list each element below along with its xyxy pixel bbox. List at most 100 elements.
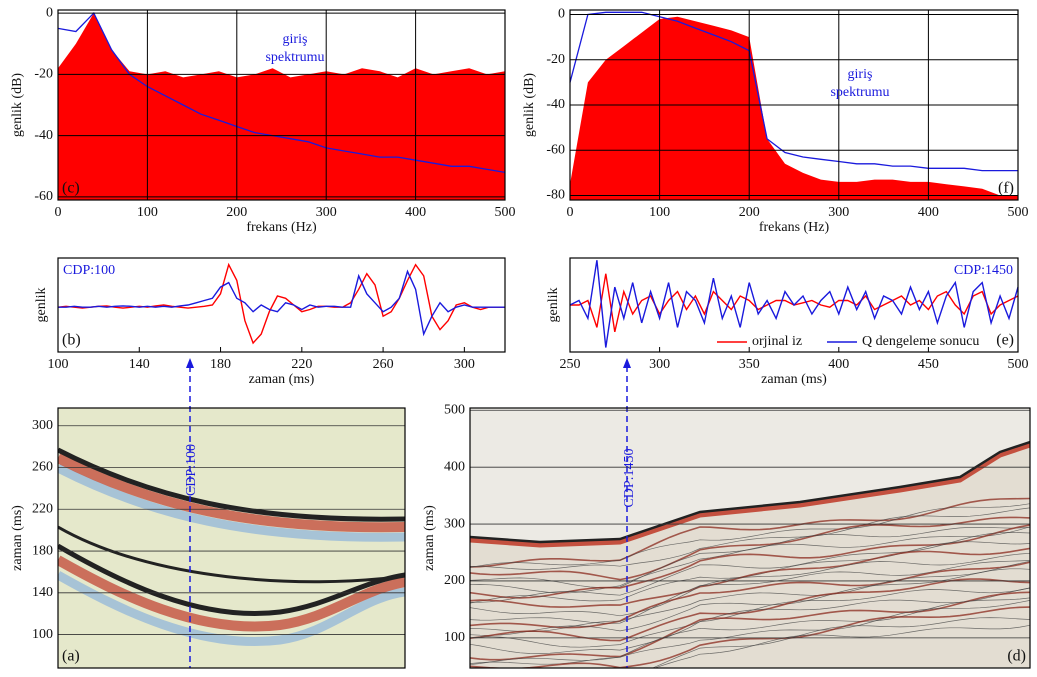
reflector <box>470 560 1030 632</box>
y-tick-label: 300 <box>444 516 465 531</box>
y-tick-label: -20 <box>546 52 565 67</box>
y-tick-label: -40 <box>546 97 565 112</box>
y-tick-label: 100 <box>444 630 465 645</box>
annotation: CDP:100 <box>63 263 115 278</box>
reflector <box>470 560 1030 624</box>
annotation: CDP:100 <box>184 444 199 496</box>
y-tick-label: 400 <box>444 459 465 474</box>
legend-label: Q dengeleme sonucu <box>862 334 979 349</box>
x-tick-label: 500 <box>1008 205 1029 220</box>
x-tick-label: 100 <box>137 205 158 220</box>
y-tick-label: 140 <box>32 585 53 600</box>
x-tick-label: 0 <box>567 205 574 220</box>
x-tick-label: 100 <box>649 205 670 220</box>
y-axis-label: zaman (ms) <box>10 505 25 571</box>
plot-frame <box>569 9 1019 201</box>
plot-area <box>58 258 505 352</box>
reflector <box>470 568 1030 636</box>
plot-frame <box>469 407 1031 669</box>
x-axis-label: frekans (Hz) <box>759 220 830 235</box>
reflector <box>651 617 1030 668</box>
reflector <box>470 587 1030 648</box>
reflector <box>470 591 1030 661</box>
x-tick-label: 180 <box>210 357 231 372</box>
spectrum-area <box>570 16 1018 200</box>
reflector <box>470 547 1030 608</box>
reflector <box>470 552 1030 617</box>
x-tick-label: 500 <box>495 205 516 220</box>
plot-frame <box>57 407 406 669</box>
annotation: giriş <box>283 32 308 47</box>
y-tick-label: 260 <box>32 460 53 475</box>
panel-label: (b) <box>62 332 81 349</box>
x-axis-label: frekans (Hz) <box>246 220 317 235</box>
spectrum-line <box>57 11 506 174</box>
cdp-markers <box>186 358 631 668</box>
seismic-image-d <box>470 408 1030 668</box>
reflector <box>470 497 1030 568</box>
spectrum-area <box>58 13 505 200</box>
y-tick-label: -80 <box>546 188 565 203</box>
panel-label: (a) <box>62 648 80 665</box>
plot-frame <box>569 257 1019 353</box>
y-tick-label: 200 <box>444 573 465 588</box>
x-tick-label: 300 <box>454 357 475 372</box>
x-tick-label: 400 <box>828 357 849 372</box>
x-tick-label: 300 <box>649 357 670 372</box>
x-tick-label: 400 <box>918 205 939 220</box>
y-tick-label: 500 <box>444 402 465 417</box>
x-tick-label: 300 <box>316 205 337 220</box>
y-axis-label: genlik <box>546 288 561 323</box>
y-axis-label: zaman (ms) <box>422 505 437 571</box>
x-axis-label: zaman (ms) <box>761 372 827 387</box>
reflector <box>470 606 1030 668</box>
reflector <box>470 578 1030 642</box>
reflector <box>470 597 1030 666</box>
spectrum-line <box>569 11 1018 172</box>
x-tick-label: 260 <box>373 357 394 372</box>
y-tick-label: 0 <box>46 5 53 20</box>
plot-frame <box>57 9 506 201</box>
reflector <box>470 561 1030 629</box>
y-tick-label: 220 <box>32 502 53 517</box>
reflector <box>654 624 1030 668</box>
y-axis-label: genlik (dB) <box>522 73 537 137</box>
y-tick-label: -20 <box>34 67 53 82</box>
x-tick-label: 450 <box>918 357 939 372</box>
x-tick-label: 400 <box>405 205 426 220</box>
x-tick-label: 220 <box>291 357 312 372</box>
x-tick-label: 100 <box>48 357 69 372</box>
annotation: CDP:1450 <box>622 448 637 507</box>
y-tick-label: 300 <box>32 418 53 433</box>
x-tick-label: 300 <box>828 205 849 220</box>
y-axis-label: genlik <box>34 288 49 323</box>
y-tick-label: 180 <box>32 543 53 558</box>
panel-label: (c) <box>62 180 80 197</box>
y-tick-label: -40 <box>34 128 53 143</box>
panel-label: (e) <box>996 332 1014 349</box>
plot-frame <box>57 257 506 353</box>
y-tick-label: 100 <box>32 627 53 642</box>
annotation: spektrumu <box>830 85 889 100</box>
x-tick-label: 0 <box>55 205 62 220</box>
reflector <box>470 587 1030 654</box>
y-tick-label: 0 <box>558 7 565 22</box>
seismic-image-a <box>58 408 405 668</box>
panel-label: (d) <box>1007 648 1026 665</box>
x-tick-label: 350 <box>739 357 760 372</box>
x-tick-label: 200 <box>739 205 760 220</box>
x-tick-label: 200 <box>226 205 247 220</box>
x-tick-label: 500 <box>1008 357 1029 372</box>
x-tick-label: 140 <box>129 357 150 372</box>
panel-label: (f) <box>998 180 1014 197</box>
legend-label: orjinal iz <box>752 334 802 349</box>
trace-line <box>569 260 1019 348</box>
y-tick-label: -60 <box>546 142 565 157</box>
reflector <box>470 532 1030 603</box>
annotation: spektrumu <box>265 50 324 65</box>
annotation: CDP:1450 <box>954 263 1013 278</box>
y-tick-label: -60 <box>34 189 53 204</box>
x-tick-label: 250 <box>560 357 581 372</box>
y-axis-label: genlik (dB) <box>10 73 25 137</box>
